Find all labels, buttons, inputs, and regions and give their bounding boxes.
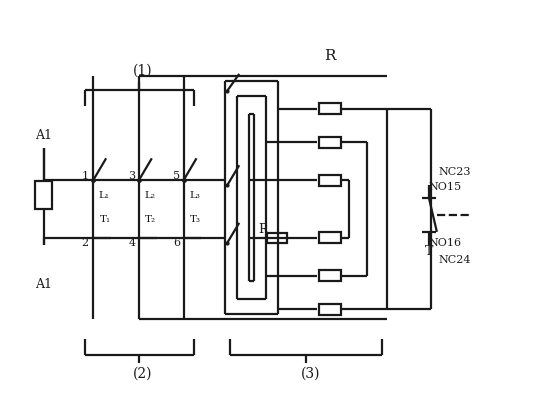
Text: (1): (1) (133, 64, 153, 78)
Text: R: R (324, 49, 336, 63)
Text: A1: A1 (35, 278, 52, 291)
Bar (267, 233, 287, 243)
Bar (319, 175, 340, 186)
Text: NC23: NC23 (439, 167, 471, 177)
Text: NC24: NC24 (439, 255, 471, 265)
Bar (319, 137, 340, 148)
Bar (319, 304, 340, 315)
Text: 2: 2 (81, 238, 89, 248)
Text: L₂: L₂ (144, 191, 155, 199)
Text: 5: 5 (173, 171, 180, 181)
Bar (319, 103, 340, 114)
Text: 3: 3 (128, 171, 136, 181)
Text: 4: 4 (128, 238, 136, 248)
Text: T: T (425, 245, 433, 258)
Text: 6: 6 (173, 238, 180, 248)
Text: (2): (2) (133, 367, 153, 381)
Text: 1: 1 (81, 171, 89, 181)
Text: T₃: T₃ (190, 215, 201, 225)
Bar (319, 270, 340, 281)
Text: L₃: L₃ (189, 191, 200, 199)
Bar (319, 232, 340, 243)
Text: NO15: NO15 (429, 182, 462, 192)
Text: NO16: NO16 (429, 238, 462, 248)
Text: T₁: T₁ (99, 215, 111, 225)
Text: (3): (3) (301, 367, 320, 381)
Text: T₂: T₂ (146, 215, 156, 225)
Text: A1: A1 (35, 129, 52, 142)
Text: L₁: L₁ (99, 191, 110, 199)
Text: R: R (258, 223, 268, 236)
Bar (35, 181, 53, 209)
